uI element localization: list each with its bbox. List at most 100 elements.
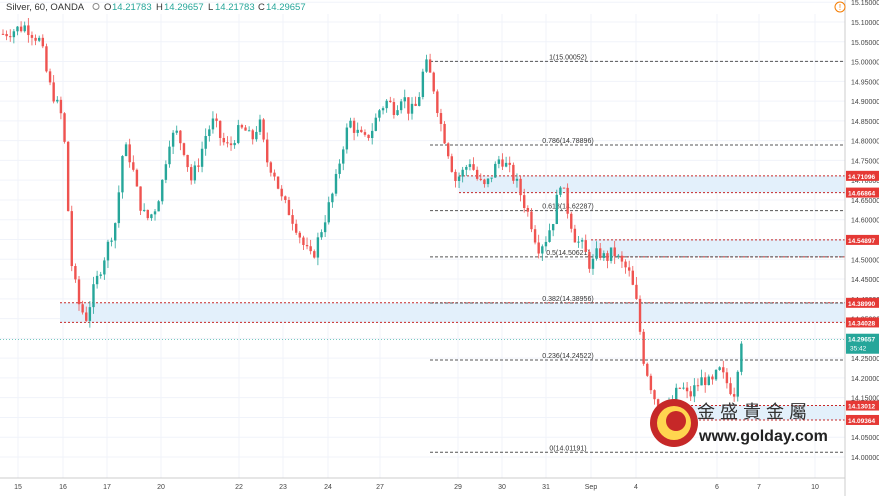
candle-body: [323, 222, 327, 233]
candle-body: [34, 37, 37, 41]
candle-body: [146, 209, 149, 219]
price-tag: [846, 170, 879, 181]
x-tick-label: 22: [235, 484, 243, 491]
candle-body: [425, 59, 428, 72]
y-tick-label: 14.50000: [851, 257, 879, 264]
candle-body: [142, 209, 146, 211]
x-tick-label: 20: [157, 484, 165, 491]
y-tick-label: 14.85000: [851, 119, 879, 126]
candle-body: [41, 37, 45, 47]
candle-body: [617, 255, 620, 257]
candle-body: [56, 99, 59, 102]
candle-body: [566, 187, 569, 214]
candle-body: [302, 237, 305, 245]
candle-body: [711, 376, 714, 380]
candle-body: [30, 35, 34, 38]
candle-body: [186, 154, 189, 168]
candle-body: [23, 25, 26, 32]
candle-body: [642, 331, 645, 364]
candle-body: [624, 261, 627, 268]
candles: [1, 18, 743, 424]
settings-icon[interactable]: [92, 3, 100, 10]
candle-body: [403, 97, 406, 102]
candle-body: [356, 129, 359, 133]
candle-body: [193, 165, 197, 181]
candle-body: [171, 132, 175, 147]
candle-body: [559, 187, 562, 195]
candle-body: [179, 130, 182, 144]
zone-box: [591, 239, 845, 257]
candle-body: [439, 113, 443, 124]
x-tick-label: 6: [715, 484, 719, 491]
candle-body: [164, 164, 168, 180]
candle-body: [233, 142, 236, 146]
y-tick-label: 14.60000: [851, 218, 879, 225]
candle-body: [421, 71, 425, 98]
candle-body: [114, 223, 117, 241]
watermark-url: www.golday.com: [698, 428, 828, 445]
countdown-label: 35:42: [850, 346, 867, 353]
candle-body: [584, 240, 587, 252]
candle-body: [700, 377, 703, 386]
candle-body: [106, 241, 110, 261]
candle-body: [48, 71, 52, 83]
candle-body: [190, 167, 193, 181]
fib-label: 0.236(14.24522): [542, 353, 593, 360]
candle-body: [613, 247, 616, 257]
o-label: O: [104, 2, 111, 13]
candle-body: [638, 298, 642, 332]
candle-body: [635, 284, 638, 299]
candle-body: [707, 376, 711, 386]
y-tick-label: 14.20000: [851, 376, 879, 383]
candle-body: [251, 130, 254, 140]
candle-body: [327, 202, 330, 223]
candle-body: [81, 304, 84, 313]
candle-body: [313, 251, 316, 258]
candle-body: [161, 179, 164, 202]
candle-body: [609, 247, 613, 261]
grid: [0, 1, 845, 478]
fib-label: 1(15.00052): [549, 54, 587, 61]
candle-body: [486, 178, 490, 185]
y-tick-label: 14.95000: [851, 79, 879, 86]
x-tick-label: 24: [324, 484, 332, 491]
candle-body: [132, 162, 135, 170]
price-tag-label: 14.66864: [848, 191, 875, 198]
y-tick-label: 15.00000: [851, 60, 879, 67]
candle-body: [255, 131, 258, 140]
x-tick-label: 10: [811, 484, 819, 491]
x-tick-label: 16: [59, 484, 67, 491]
h-value: 14.29657: [164, 2, 204, 13]
candle-body: [732, 394, 736, 397]
y-tick-label: 15.05000: [851, 40, 879, 47]
candle-body: [12, 31, 16, 38]
candle-body: [577, 241, 580, 243]
candle-body: [218, 120, 222, 138]
candle-body: [461, 169, 464, 177]
x-tick-label: 31: [542, 484, 550, 491]
y-tick-label: 15.10000: [851, 20, 879, 27]
candle-body: [338, 163, 341, 174]
candle-body: [150, 214, 153, 219]
c-value: 14.29657: [266, 2, 306, 13]
candle-body: [226, 142, 229, 144]
candle-body: [396, 110, 399, 115]
candle-body: [447, 143, 450, 157]
candle-body: [208, 129, 211, 137]
candle-body: [389, 100, 392, 103]
x-tick-label: 4: [634, 484, 638, 491]
candle-body: [428, 59, 432, 73]
candle-body: [504, 162, 508, 167]
candle-body: [526, 208, 530, 212]
candle-body: [483, 179, 486, 185]
x-tick-label: 30: [498, 484, 506, 491]
candle-body: [573, 228, 577, 243]
c-label: C: [258, 2, 265, 13]
candle-body: [631, 270, 634, 285]
candle-body: [551, 224, 555, 231]
candle-body: [59, 99, 63, 114]
alert-icon[interactable]: [834, 1, 846, 13]
candle-body: [121, 156, 124, 193]
